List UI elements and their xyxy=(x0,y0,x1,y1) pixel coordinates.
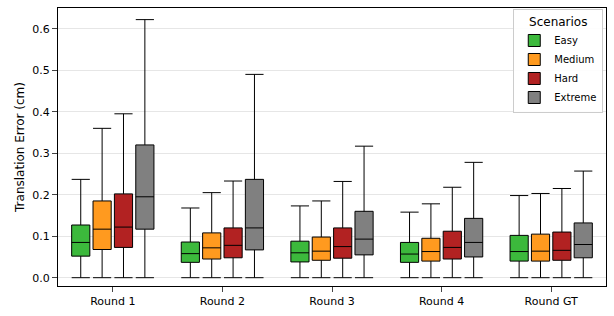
svg-text:0.4: 0.4 xyxy=(32,106,50,119)
svg-text:0.5: 0.5 xyxy=(32,64,50,77)
svg-text:Round 4: Round 4 xyxy=(419,295,464,308)
svg-text:0.6: 0.6 xyxy=(32,23,50,36)
svg-text:Round 2: Round 2 xyxy=(200,295,245,308)
svg-text:Easy: Easy xyxy=(554,35,578,46)
svg-text:Round 3: Round 3 xyxy=(309,295,354,308)
svg-text:Round 1: Round 1 xyxy=(90,295,135,308)
svg-text:0.0: 0.0 xyxy=(32,272,50,285)
svg-text:0.1: 0.1 xyxy=(32,230,50,243)
svg-text:Extreme: Extreme xyxy=(554,92,596,103)
svg-text:0.2: 0.2 xyxy=(32,189,50,202)
svg-text:Hard: Hard xyxy=(554,73,578,84)
svg-text:Round GT: Round GT xyxy=(525,295,578,308)
svg-text:Translation Error (cm): Translation Error (cm) xyxy=(13,82,27,213)
svg-text:Medium: Medium xyxy=(554,54,594,65)
svg-text:Scenarios: Scenarios xyxy=(529,15,587,29)
svg-text:0.3: 0.3 xyxy=(32,147,50,160)
